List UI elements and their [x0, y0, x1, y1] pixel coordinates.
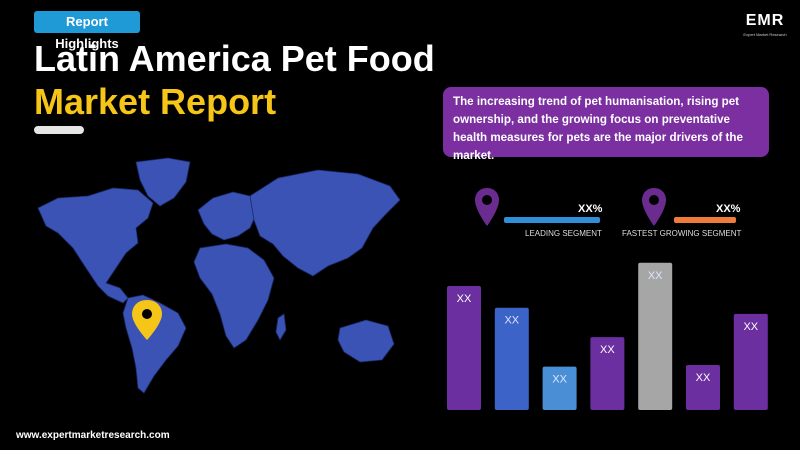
bar-label-5: XX [648, 270, 663, 282]
bar-6 [686, 365, 720, 410]
bar-label-2: XX [504, 315, 519, 327]
title-underline [34, 126, 84, 134]
fastest-segment-value: XX% [716, 203, 741, 215]
logo-text: EMR [745, 12, 785, 29]
page-title-line2: Market Report [34, 81, 277, 122]
leading-segment-pin-icon [475, 188, 499, 226]
fastest-segment-pin-icon [642, 188, 666, 226]
bar-3 [542, 366, 577, 410]
leading-segment-value: XX% [578, 203, 603, 215]
asia-shape [249, 169, 401, 277]
logo-subtext: Expert Market Research [743, 32, 787, 37]
bar-chart: XX XX XX XX XX XX XX [447, 262, 768, 410]
bar-2 [494, 307, 529, 410]
europe-shape [197, 191, 259, 241]
world-map [37, 157, 401, 394]
footer-url[interactable]: www.expertmarketresearch.com [16, 430, 170, 441]
leading-segment-label: LEADING SEGMENT [525, 229, 602, 238]
fastest-segment-bar [674, 217, 736, 223]
australia-shape [337, 319, 395, 363]
bar-label-3: XX [552, 374, 567, 386]
bar-label-6: XX [696, 372, 711, 384]
bar-label-7: XX [743, 321, 758, 333]
leading-segment-bar [504, 217, 600, 223]
drivers-callout: The increasing trend of pet humanisation… [443, 87, 769, 162]
bar-5 [638, 262, 673, 410]
report-highlights-badge: Report Highlights [34, 11, 140, 51]
africa-shape [193, 243, 275, 349]
greenland-shape [135, 157, 191, 207]
north-america-shape [37, 187, 154, 304]
bar-label-1: XX [457, 293, 472, 305]
madagascar-shape [275, 313, 287, 341]
fastest-segment-label: FASTEST GROWING SEGMENT [622, 229, 742, 238]
bar-label-4: XX [600, 344, 615, 356]
bar-1 [447, 286, 481, 410]
location-pin-icon [132, 300, 162, 340]
emr-logo: EMR Expert Market Research [742, 12, 788, 44]
bar-7 [733, 313, 768, 410]
page-title-line1: Latin America Pet Food [34, 38, 435, 79]
bar-4 [590, 337, 625, 410]
